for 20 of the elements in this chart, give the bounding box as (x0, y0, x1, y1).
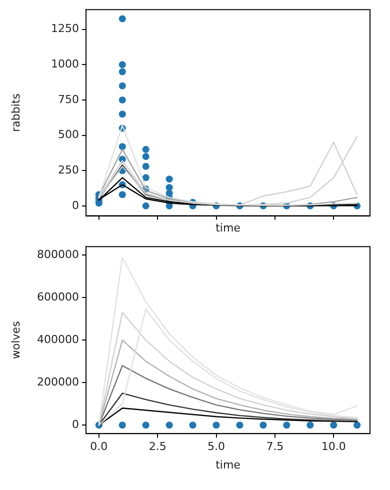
y-tick-label: 0 (72, 418, 79, 431)
y-tick-label: 250 (58, 163, 79, 176)
x-tick-label: 10.0 (321, 440, 346, 454)
x-tick-label: 2.5 (148, 440, 166, 454)
x-axis-title: time (216, 458, 241, 472)
y-tick-label: 1000 (51, 58, 79, 71)
x-tick-label: 0.0 (90, 440, 108, 454)
x-tick-label: 5.0 (208, 440, 226, 454)
y-tick-label: 500 (58, 128, 79, 142)
x-axis-title: time (216, 221, 241, 234)
y-tick-label: 200000 (37, 375, 79, 388)
y-tick-label: 600000 (37, 290, 79, 304)
y-tick-label: 0 (72, 198, 79, 212)
y-axis-title: rabbits (9, 93, 22, 132)
y-tick-label: 750 (58, 92, 79, 106)
y-tick-label: 1250 (51, 22, 79, 36)
y-tick-label: 800000 (37, 248, 79, 261)
y-tick-label: 400000 (37, 332, 79, 346)
x-tick-label: 7.5 (266, 440, 284, 454)
y-axis-title: wolves (9, 320, 22, 359)
